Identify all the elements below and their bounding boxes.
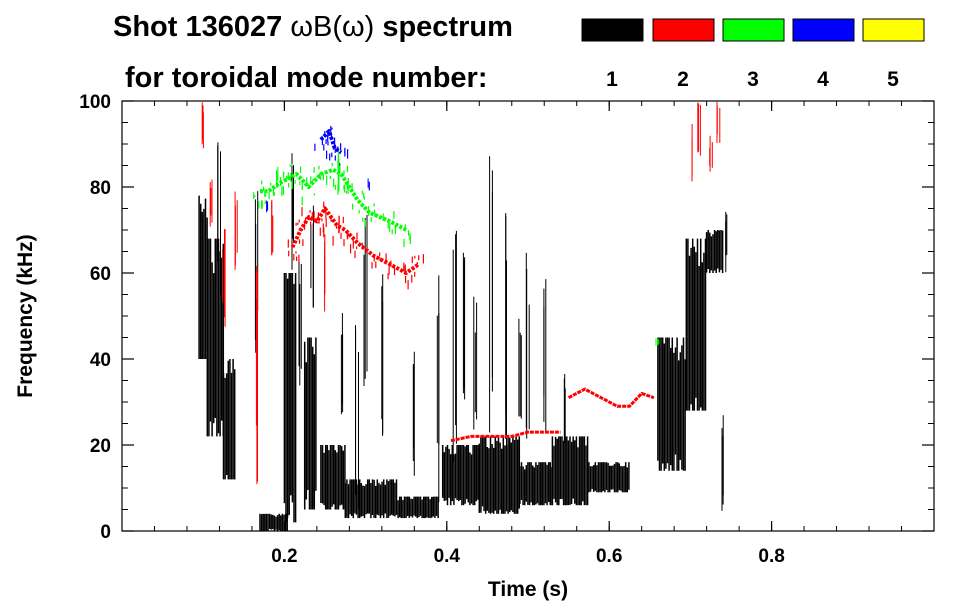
band-segment <box>344 479 398 519</box>
band-segment <box>303 337 317 510</box>
y-tick-label: 100 <box>79 92 111 113</box>
chart-title-line1: Shot 136027 ωB(ω) spectrum <box>113 11 513 43</box>
series-n1 <box>198 142 728 531</box>
chart-title-line2: for toroidal mode number: <box>125 62 488 94</box>
chart-title: Shot 136027 ωB(ω) spectrum for toroidal … <box>113 11 513 94</box>
mode-ridge <box>567 387 655 408</box>
y-tick-label: 20 <box>90 436 111 457</box>
band-segment <box>283 273 297 523</box>
x-tick-label: 0.8 <box>758 546 784 567</box>
band-segment <box>705 230 724 273</box>
band-segment <box>198 195 208 359</box>
legend-label-mode-5: 5 <box>887 68 899 91</box>
legend-label-mode-3: 3 <box>747 68 759 91</box>
plot-area <box>198 101 728 531</box>
legend-label-mode-1: 1 <box>606 68 618 91</box>
legend-swatch-mode-1 <box>581 18 644 42</box>
band-segment <box>259 513 288 531</box>
series-n2 <box>201 101 721 485</box>
legend-swatch-mode-3 <box>722 18 785 42</box>
band-segment <box>222 359 236 480</box>
band-segment <box>206 238 225 437</box>
x-tick-label: 0.6 <box>596 546 622 567</box>
y-tick-label: 60 <box>90 264 111 285</box>
band-segment <box>478 436 521 514</box>
band-segment <box>588 462 630 493</box>
chart-legend: 1 2 3 4 5 <box>581 18 925 91</box>
y-axis-label: Frequency (kHz) <box>14 234 37 397</box>
x-tick-label: 0.2 <box>271 546 297 567</box>
band-segment <box>320 445 346 510</box>
mode-ridge <box>290 206 420 275</box>
y-tick-label: 0 <box>100 522 111 543</box>
y-tick-label: 80 <box>90 178 111 199</box>
x-axis-label: Time (s) <box>488 578 568 601</box>
band-segment <box>685 238 707 411</box>
y-tick-label: 40 <box>90 350 111 371</box>
series-n4 <box>266 125 370 213</box>
x-tick-label: 0.4 <box>434 546 461 567</box>
band-segment <box>441 445 479 506</box>
legend-swatch-mode-5 <box>862 18 925 42</box>
legend-swatch-mode-4 <box>792 18 855 42</box>
legend-label-mode-2: 2 <box>677 68 689 91</box>
mode-ridge <box>450 430 561 443</box>
legend-label-mode-4: 4 <box>817 68 829 91</box>
legend-swatch-mode-2 <box>652 18 715 42</box>
axes: 0.2 0.4 0.6 0.8 0 20 40 60 80 100 <box>79 92 934 567</box>
band-segment <box>551 436 589 506</box>
mode-ridge <box>260 167 408 232</box>
band-segment <box>519 462 553 506</box>
band-segment <box>397 496 439 519</box>
band-segment <box>657 337 686 471</box>
